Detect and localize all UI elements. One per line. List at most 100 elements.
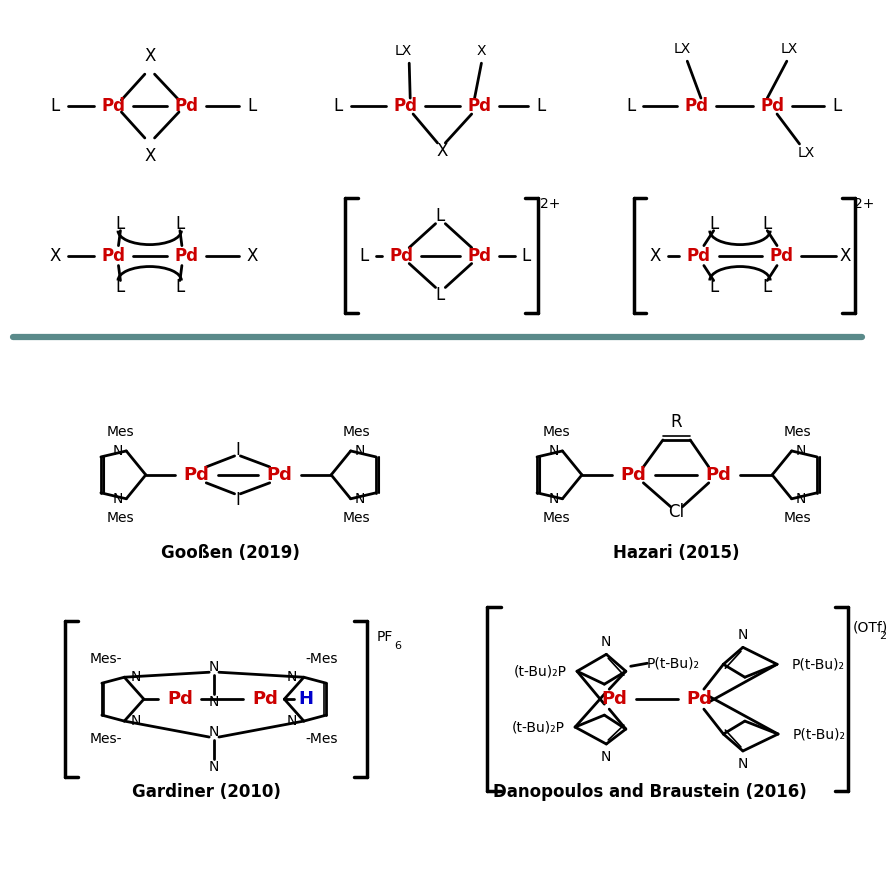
Text: Pd: Pd xyxy=(102,97,125,115)
Text: Mes: Mes xyxy=(342,511,370,525)
Text: Pd: Pd xyxy=(468,247,492,264)
Text: X: X xyxy=(247,247,257,264)
Text: N: N xyxy=(738,628,748,642)
Text: X: X xyxy=(649,247,661,264)
Text: N: N xyxy=(209,695,219,709)
Text: Pd: Pd xyxy=(102,247,125,264)
Text: Cl: Cl xyxy=(669,503,685,521)
Text: N: N xyxy=(209,660,219,674)
Text: Pd: Pd xyxy=(266,466,292,484)
Text: N: N xyxy=(601,635,611,649)
Text: -Mes: -Mes xyxy=(306,732,338,746)
Text: X: X xyxy=(144,147,156,165)
Text: N: N xyxy=(601,750,611,764)
Text: -Mes: -Mes xyxy=(306,653,338,667)
Text: N: N xyxy=(209,760,219,774)
Text: Mes: Mes xyxy=(784,425,812,439)
Text: L: L xyxy=(435,207,445,225)
Text: Gardiner (2010): Gardiner (2010) xyxy=(131,783,281,801)
Text: I: I xyxy=(235,491,240,508)
Text: Mes: Mes xyxy=(106,425,134,439)
Text: N: N xyxy=(209,725,219,739)
Text: L: L xyxy=(116,215,125,233)
Text: L: L xyxy=(175,215,184,233)
Text: (t-Bu)₂P: (t-Bu)₂P xyxy=(511,720,564,734)
Text: LX: LX xyxy=(781,43,798,56)
Text: L: L xyxy=(763,278,772,296)
Text: Pd: Pd xyxy=(705,466,731,484)
Text: Pd: Pd xyxy=(174,97,198,115)
Text: 2+: 2+ xyxy=(539,196,560,211)
Text: Mes: Mes xyxy=(543,511,570,525)
Text: N: N xyxy=(354,492,365,506)
Text: Mes: Mes xyxy=(784,511,812,525)
Text: 2: 2 xyxy=(880,632,887,641)
Text: X: X xyxy=(839,247,851,264)
Text: H: H xyxy=(299,690,313,708)
Text: Mes-: Mes- xyxy=(90,653,122,667)
Text: X: X xyxy=(144,47,156,65)
Text: Pd: Pd xyxy=(390,247,413,264)
Text: LX: LX xyxy=(797,146,815,160)
Text: 2+: 2+ xyxy=(854,196,874,211)
Text: Pd: Pd xyxy=(770,247,794,264)
Text: N: N xyxy=(548,444,559,458)
Text: N: N xyxy=(287,670,298,684)
Text: Pd: Pd xyxy=(468,97,492,115)
Text: I: I xyxy=(235,441,240,459)
Text: N: N xyxy=(738,757,748,771)
Text: X: X xyxy=(436,142,448,160)
Text: L: L xyxy=(709,278,718,296)
Text: L: L xyxy=(522,247,531,264)
Text: P(t-Bu)₂: P(t-Bu)₂ xyxy=(646,656,699,670)
Text: LX: LX xyxy=(395,44,412,58)
Text: Hazari (2015): Hazari (2015) xyxy=(613,544,740,561)
Text: Pd: Pd xyxy=(620,466,646,484)
Text: Pd: Pd xyxy=(174,247,198,264)
Text: Mes-: Mes- xyxy=(90,732,122,746)
Text: N: N xyxy=(113,492,122,506)
Text: L: L xyxy=(536,97,545,115)
Text: Mes: Mes xyxy=(342,425,370,439)
Text: Pd: Pd xyxy=(686,690,712,708)
Text: Danopoulos and Braustein (2016): Danopoulos and Braustein (2016) xyxy=(493,783,807,801)
Text: Pd: Pd xyxy=(760,97,784,115)
Text: (OTf): (OTf) xyxy=(853,620,889,634)
Text: Pd: Pd xyxy=(393,97,417,115)
Text: R: R xyxy=(670,413,682,431)
Text: X: X xyxy=(477,44,486,58)
Text: L: L xyxy=(333,97,342,115)
Text: N: N xyxy=(796,444,805,458)
Text: N: N xyxy=(287,714,298,728)
Text: L: L xyxy=(359,247,369,264)
Text: L: L xyxy=(248,97,257,115)
Text: X: X xyxy=(49,247,61,264)
Text: L: L xyxy=(626,97,636,115)
Text: Mes: Mes xyxy=(106,511,134,525)
Text: N: N xyxy=(131,670,141,684)
Text: L: L xyxy=(832,97,841,115)
Text: L: L xyxy=(175,278,184,296)
Text: L: L xyxy=(116,278,125,296)
Text: Mes: Mes xyxy=(543,425,570,439)
Text: LX: LX xyxy=(674,43,691,56)
Text: Pd: Pd xyxy=(687,247,711,264)
Text: Pd: Pd xyxy=(183,466,209,484)
Text: Pd: Pd xyxy=(684,97,708,115)
Text: P(t-Bu)₂: P(t-Bu)₂ xyxy=(792,727,846,741)
Text: N: N xyxy=(131,714,141,728)
Text: P(t-Bu)₂: P(t-Bu)₂ xyxy=(791,657,845,671)
Text: Pd: Pd xyxy=(167,690,193,708)
Text: L: L xyxy=(763,215,772,233)
Text: Pd: Pd xyxy=(601,690,627,708)
Text: L: L xyxy=(435,287,445,304)
Text: N: N xyxy=(548,492,559,506)
Text: L: L xyxy=(709,215,718,233)
Text: (t-Bu)₂P: (t-Bu)₂P xyxy=(513,664,567,678)
Text: N: N xyxy=(113,444,122,458)
Text: Gooßen (2019): Gooßen (2019) xyxy=(161,544,300,561)
Text: N: N xyxy=(354,444,365,458)
Text: 6: 6 xyxy=(394,641,401,652)
Text: N: N xyxy=(796,492,805,506)
Text: PF: PF xyxy=(377,630,393,644)
